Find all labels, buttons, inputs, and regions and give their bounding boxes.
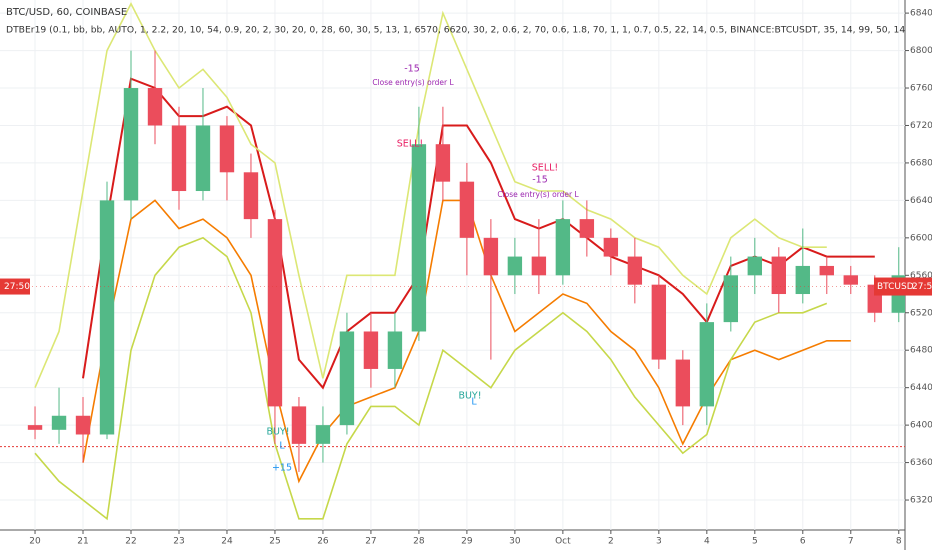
indicator-line [34,1,827,389]
header: BTC/USD, 60, COINBASE DTBEr19 (0.1, bb, … [6,7,932,36]
candle-body [651,284,667,360]
x-tick-label: 21 [77,537,88,547]
annotation: Close entry(s) order L [497,190,579,199]
candle-body [363,331,379,369]
x-tick-label: 2 [608,537,614,547]
x-tick-label: 8 [896,537,902,547]
y-tick-label: 6400.00 [910,421,932,431]
x-tick-label: 22 [125,537,136,547]
y-tick-label: 6440.00 [910,383,932,393]
candle-body [267,219,283,407]
x-tick-label: 3 [656,537,662,547]
indicator-line [82,77,875,390]
annotation: BUY! [266,427,289,438]
annotation: Close entry(s) order L [372,78,454,87]
y-tick-label: 6480.00 [910,346,932,356]
candle-body [459,181,475,238]
plot [0,1,905,521]
candle-body [27,425,43,430]
indicator-line [34,236,828,521]
candle-body [579,219,595,238]
x-tick-label: 5 [752,537,758,547]
x-tick-label: 25 [269,537,280,547]
y-tick-label: 6840.00 [910,9,932,19]
candle-body [51,415,67,430]
candle-body [435,144,451,182]
annotation: -15 [404,64,420,75]
left-price-time: 27:50 [4,282,30,292]
y-tick-label: 6600.00 [910,233,932,243]
y-tick-label: 6800.00 [910,46,932,56]
candle-body [819,265,834,276]
x-tick-label: 4 [704,537,710,547]
candle-body [843,275,858,285]
annotation: L [471,397,477,408]
x-tick-label: 6 [800,537,806,547]
annotation: BUY! [458,391,481,402]
candle-body [675,359,691,407]
candle-body [747,256,763,276]
candle-body [771,256,786,295]
candle-body [315,425,331,444]
candle-body [147,88,163,126]
y-tick-label: 6720.00 [910,121,932,131]
y-tick-label: 6640.00 [910,196,932,206]
chart-title: BTC/USD, 60, COINBASE [6,7,127,18]
candle-body [507,256,523,276]
candle-body [339,331,355,426]
candle-body [123,88,139,201]
candle-body [243,172,259,220]
candle-body [171,125,187,192]
candle-body [411,144,427,332]
left-price-badge [0,278,30,295]
y-tick-label: 6360.00 [910,458,932,468]
candle-body [99,200,115,435]
x-tick-label: 20 [29,537,41,547]
candle-body [195,125,211,192]
candle-body [723,275,739,323]
annotation: SELL! [532,163,558,174]
x-tick-label: 27 [365,537,376,547]
y-tick-label: 6560.00 [910,271,932,281]
candle-body [387,331,403,369]
x-tick-label: 24 [221,537,233,547]
y-tick-label: 6760.00 [910,84,932,94]
last-price-symbol: BTCUSD [877,282,914,292]
candle-body [75,415,91,435]
candle-body [531,256,547,276]
x-tick-label: Oct [555,537,571,547]
y-tick-label: 6320.00 [910,496,932,506]
last-price-badge [874,277,932,296]
y-tick-label: 6520.00 [910,308,932,318]
x-tick-label: 26 [317,537,329,547]
candle-body [795,265,810,295]
candle-body [291,406,307,444]
x-tick-label: 7 [848,537,854,547]
last-price-time: 27:50 [912,282,932,292]
x-tick-label: 28 [413,537,425,547]
candle-body [483,237,499,276]
candle-body [555,219,571,276]
annotation: -15 [532,175,548,186]
y-tick-label: 6680.00 [910,158,932,168]
candle-body [603,237,619,257]
x-tick-label: 30 [509,537,521,547]
annotation: L [279,441,285,452]
candle-body [699,322,715,407]
annotation: +15 [272,463,292,474]
x-tick-label: 23 [173,537,184,547]
candle-body [627,256,643,285]
x-tick-label: 29 [461,537,473,547]
indicator-params: DTBEr19 (0.1, bb, bb, AUTO, 1, 2.2, 20, … [6,25,932,36]
candle-body [219,125,235,173]
annotation: SELL! [397,139,423,150]
